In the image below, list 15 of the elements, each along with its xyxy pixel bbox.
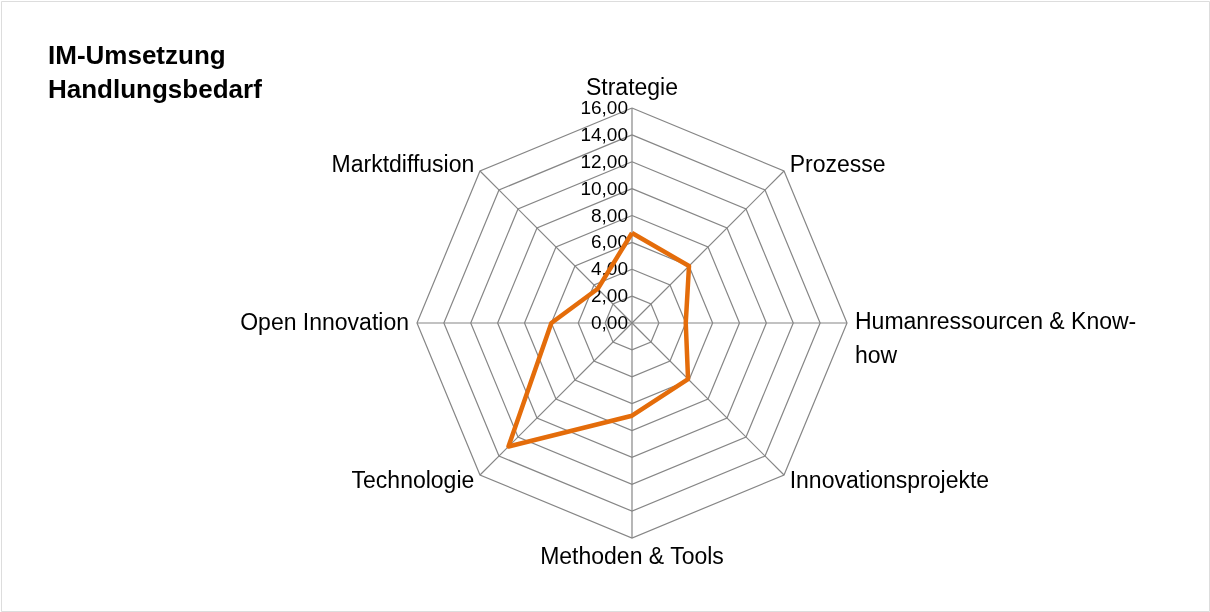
chart-title: IM-Umsetzung Handlungsbedarf [48, 40, 263, 104]
spoke-label: Marktdiffusion [331, 151, 475, 178]
spoke-label: Innovationsprojekte [789, 466, 990, 493]
spoke-label: Technologie [351, 466, 475, 493]
spoke-label: Methoden & Tools [540, 543, 724, 569]
y-tick-label: 8,00 [591, 204, 628, 226]
spoke-label: Humanressourcen & Know-how [855, 308, 1137, 368]
spoke-label: Open Innovation [240, 309, 409, 335]
y-tick-label: 12,00 [580, 150, 628, 172]
y-tick-label: 10,00 [580, 177, 628, 199]
y-tick-label: 14,00 [580, 123, 628, 145]
spoke-label: Strategie [585, 74, 679, 100]
y-tick-label: 0,00 [591, 312, 628, 333]
y-tick-label: 16,00 [580, 97, 628, 118]
spoke-label: Prozesse [789, 151, 886, 178]
